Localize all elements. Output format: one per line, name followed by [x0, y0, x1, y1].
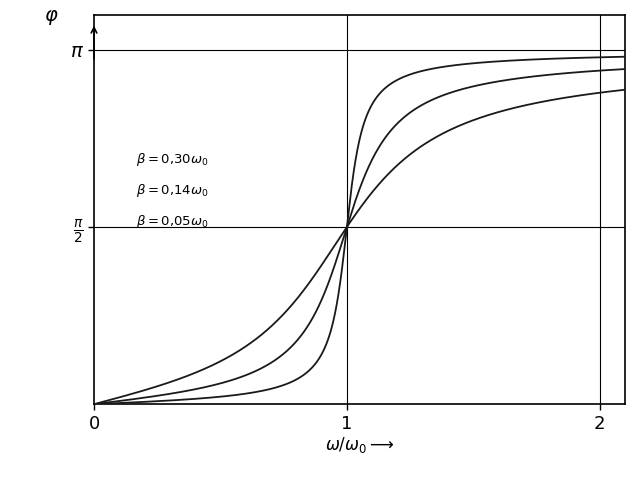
Text: $\beta=0{,}14\omega_0$: $\beta=0{,}14\omega_0$: [136, 182, 209, 199]
X-axis label: $\omega/\omega_0 \longrightarrow$: $\omega/\omega_0 \longrightarrow$: [324, 435, 394, 456]
Text: $\beta=0{,}05\omega_0$: $\beta=0{,}05\omega_0$: [136, 213, 209, 230]
Text: $\beta=0{,}30\omega_0$: $\beta=0{,}30\omega_0$: [136, 151, 209, 168]
Y-axis label: $\varphi$: $\varphi$: [44, 8, 59, 27]
